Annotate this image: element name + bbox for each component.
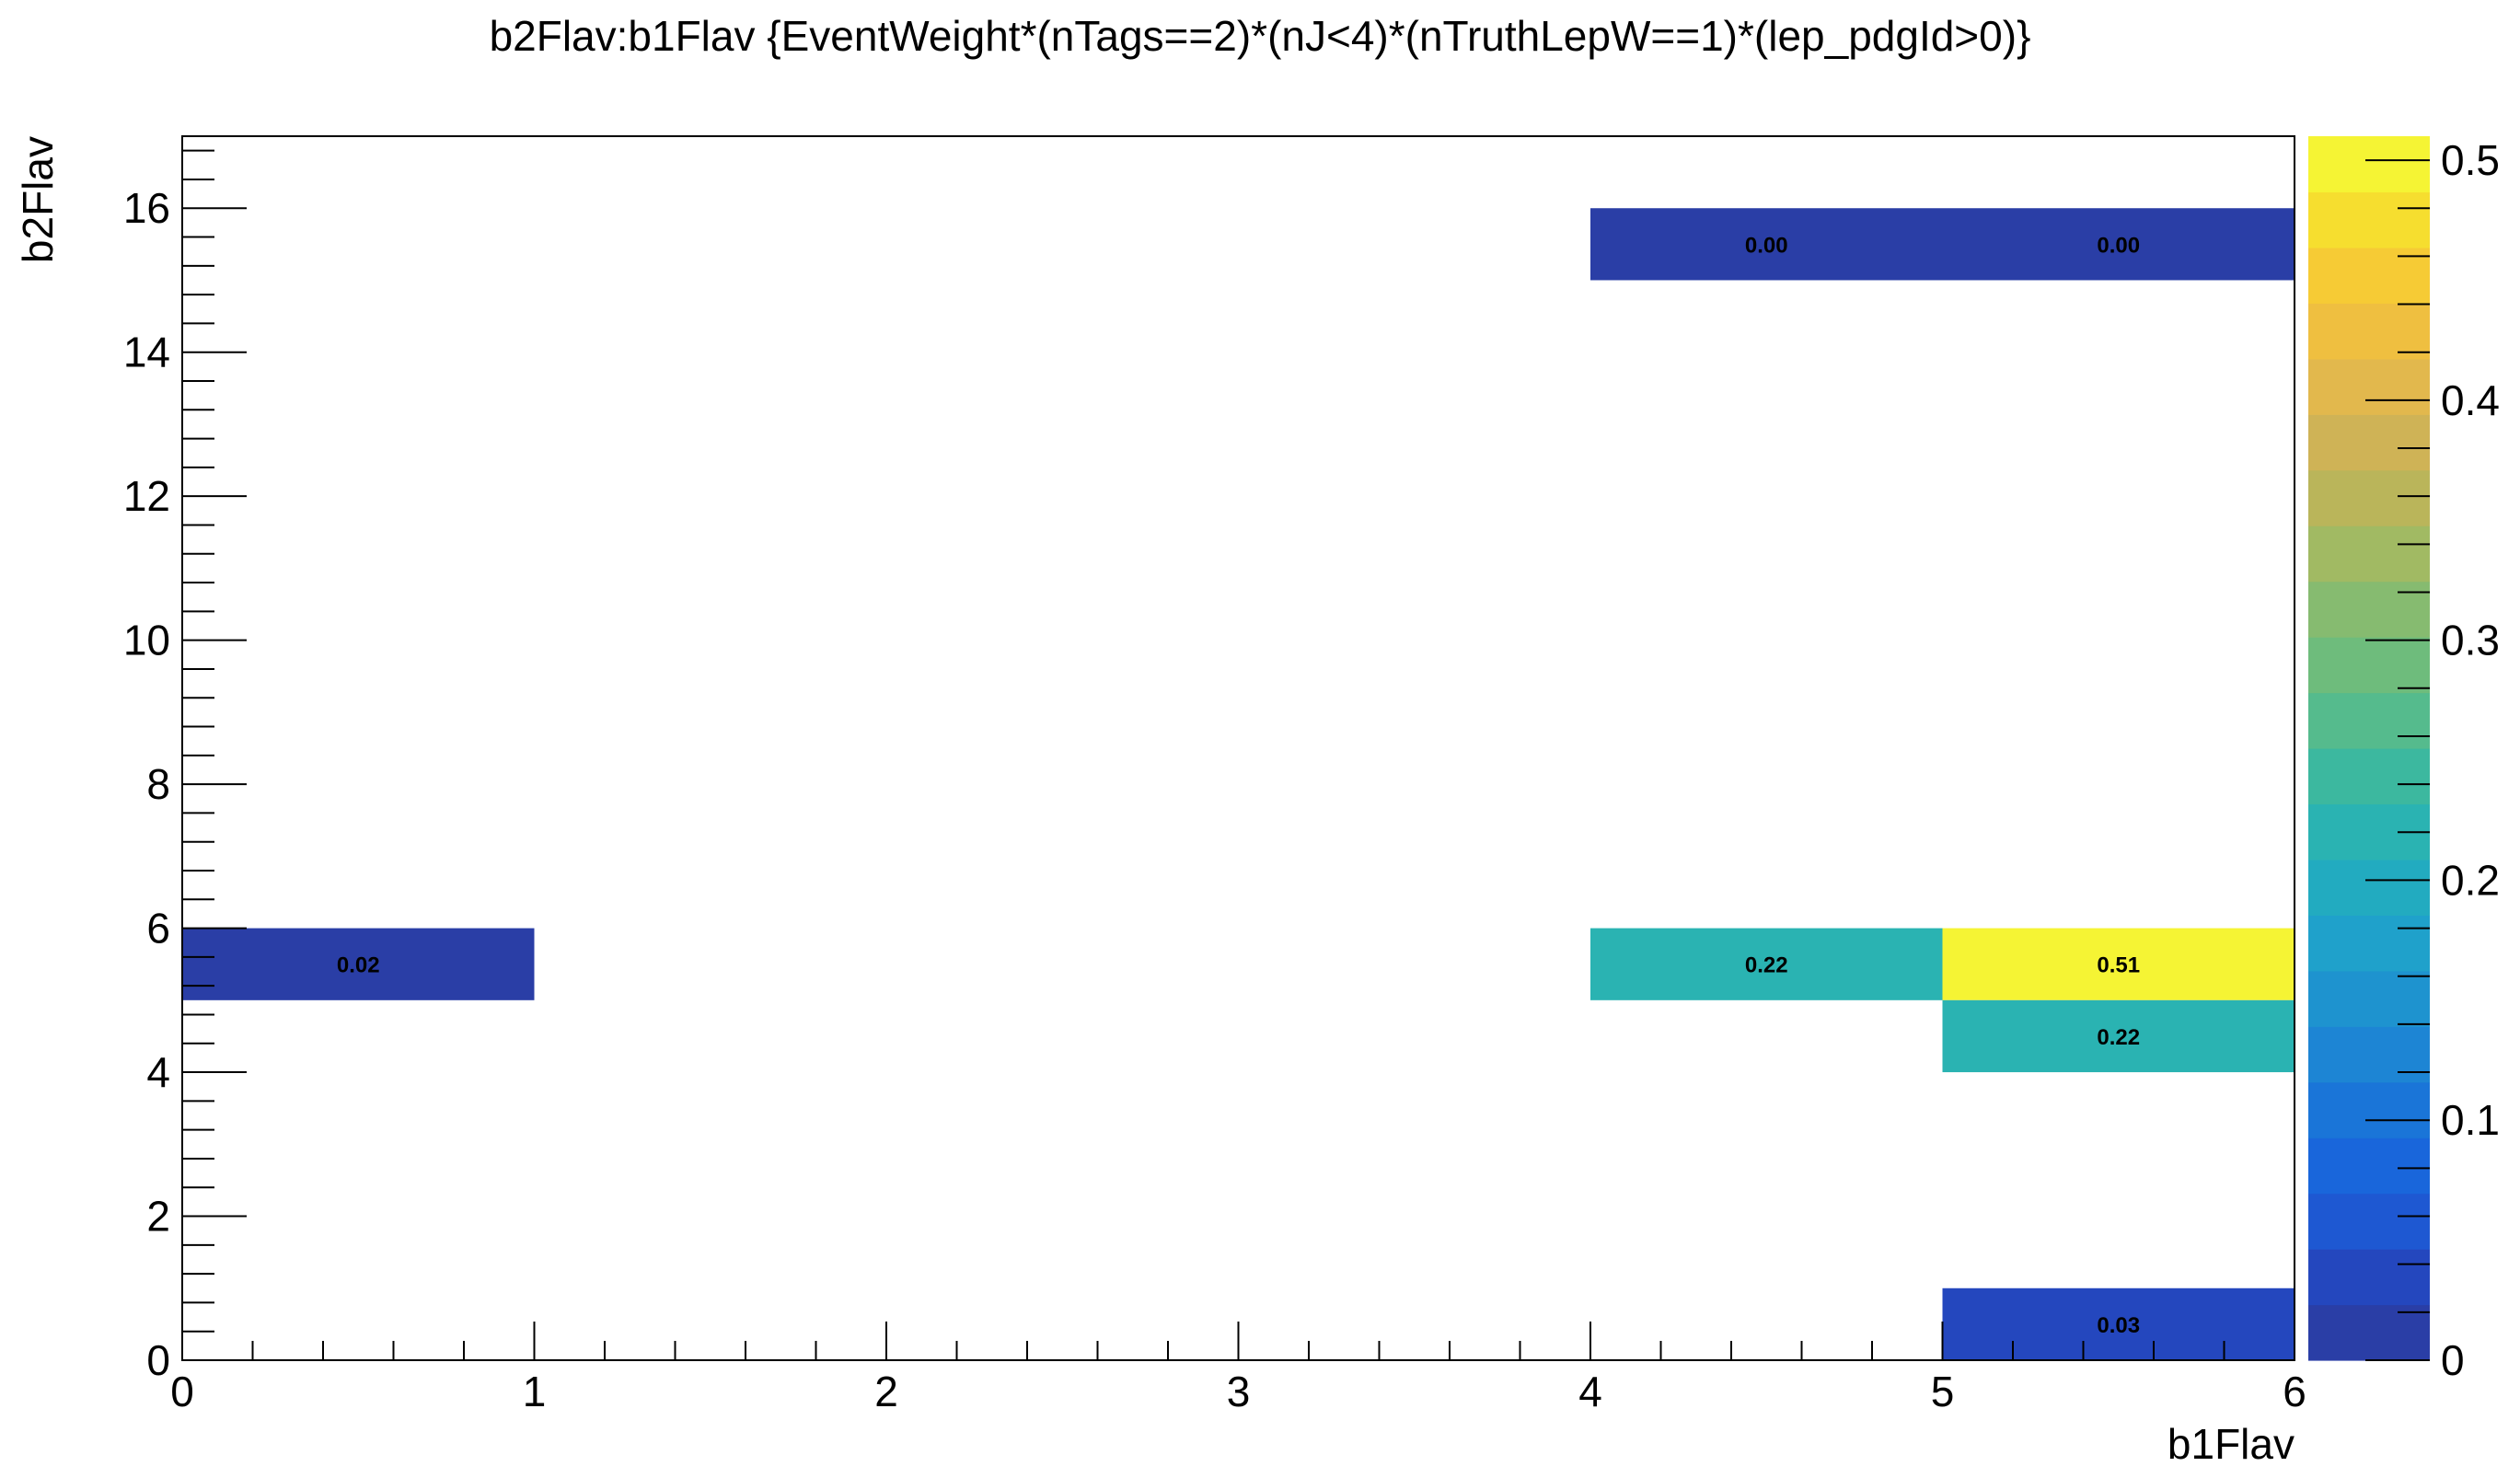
heatmap-cell [1942,208,2295,281]
colorbar-tick-label: 0.2 [2441,856,2500,904]
cell-value-label: 0.00 [1745,233,1788,258]
x-tick-label: 4 [1578,1368,1602,1415]
x-tick-label: 2 [874,1368,898,1415]
colorbar-swatch [2308,136,2430,193]
colorbar-swatch [2308,191,2430,248]
heatmap-cell [1590,208,1943,281]
colorbar-tick-label: 0.1 [2441,1096,2500,1144]
cell-value-label: 0.51 [2097,953,2140,978]
y-tick-label: 0 [146,1336,170,1384]
colorbar-swatch [2308,525,2430,583]
y-axis-title: b2Flav [14,136,62,263]
colorbar-swatch [2308,581,2430,638]
colorbar-tick-label: 0.3 [2441,617,2500,664]
colorbar-swatch [2308,358,2430,415]
colorbar-swatch [2308,1137,2430,1195]
y-tick-label: 10 [123,617,170,664]
colorbar-swatch [2308,859,2430,916]
y-tick-label: 16 [123,184,170,232]
colorbar-swatch [2308,414,2430,471]
colorbar-swatch [2308,303,2430,360]
heatmap-cell [1942,999,2295,1073]
heatmap-cell [182,928,535,1000]
chart-title: b2Flav:b1Flav {EventWeight*(nTags==2)*(n… [490,12,2031,60]
y-tick-label: 6 [146,905,170,953]
plot-frame [181,135,2295,1361]
cell-value-label: 0.03 [2097,1313,2140,1338]
colorbar-swatch [2308,1193,2430,1250]
cell-value-label: 0.22 [2097,1025,2140,1050]
colorbar-swatch [2308,970,2430,1027]
colorbar-swatch [2308,469,2430,526]
heatmap-cell [1590,928,1943,1000]
colorbar-tick-label: 0.4 [2441,376,2500,424]
heatmap-cell [1942,928,2295,1000]
colorbar-swatch [2308,692,2430,749]
colorbar-swatch [2308,1081,2430,1138]
x-tick-label: 5 [1931,1368,1955,1415]
cell-value-label: 0.02 [337,953,380,978]
y-tick-label: 4 [146,1048,170,1096]
y-tick-label: 14 [123,329,170,376]
x-tick-label: 6 [2283,1368,2306,1415]
colorbar-tick-label: 0 [2441,1336,2465,1384]
colorbar-swatch [2308,1304,2430,1361]
colorbar-swatch [2308,915,2430,972]
colorbar-swatch [2308,1249,2430,1306]
x-axis-title: b1Flav [2167,1420,2295,1468]
x-tick-label: 1 [523,1368,547,1415]
x-tick-label: 3 [1227,1368,1251,1415]
x-axis: 0 1 2 3 4 5 6 [170,1322,2306,1415]
y-tick-label: 2 [146,1193,170,1241]
x-tick-label: 0 [170,1368,194,1415]
y-tick-label: 8 [146,760,170,808]
colorbar-tick-label: 0.5 [2441,136,2500,184]
y-tick-label: 12 [123,472,170,520]
colorbar-swatch [2308,748,2430,805]
color-scale: 0 0.1 0.2 0.3 0.4 0.5 [2308,136,2500,1384]
colorbar-swatch [2308,1026,2430,1083]
heatmap-cell [1942,1287,2295,1360]
y-axis: 0 2 4 6 8 10 12 14 16 [123,149,247,1384]
colorbar-swatch [2308,637,2430,694]
cell-value-label: 0.22 [1745,953,1788,978]
heatmap-cells: 0.02 0.22 0.51 0.22 0.03 0.00 0.00 [182,208,2295,1360]
cell-value-label: 0.00 [2097,233,2140,258]
